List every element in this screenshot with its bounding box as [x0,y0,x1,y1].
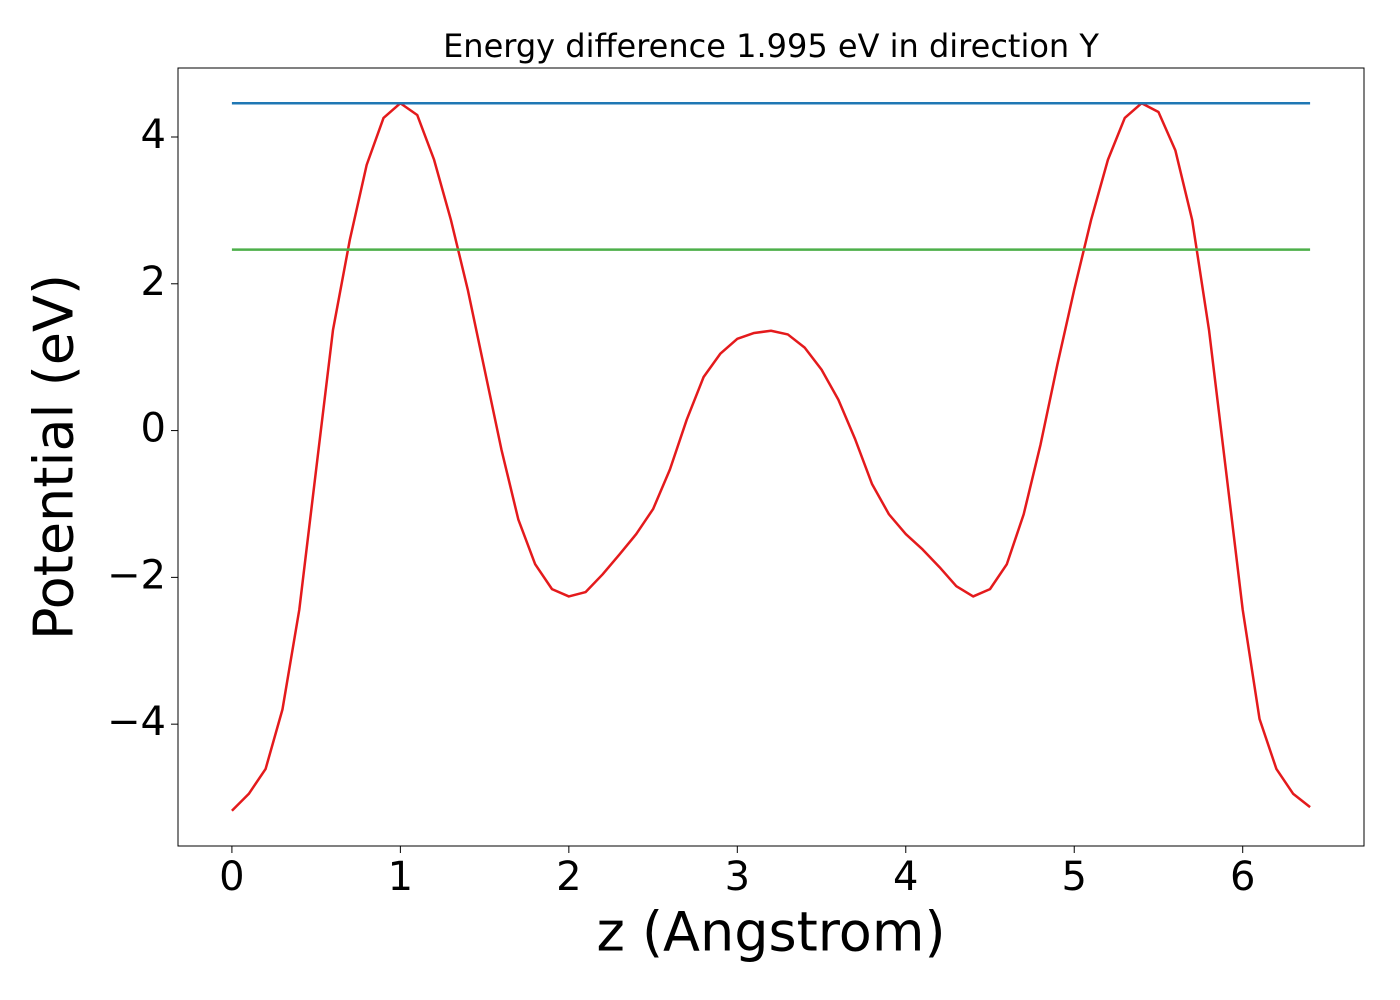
chart-title: Energy difference 1.995 eV in direction … [443,27,1099,65]
y-tick-label: 0 [141,406,166,452]
x-tick-label: 2 [556,854,581,900]
x-tick-label: 3 [725,854,750,900]
y-tick-label: 4 [141,112,166,158]
x-tick-label: 6 [1230,854,1255,900]
y-axis-label: Potential (eV) [23,274,86,640]
x-tick-label: 0 [219,854,244,900]
x-tick-label: 5 [1062,854,1087,900]
data-line [231,101,1311,812]
x-axis-label: z (Angstrom) [596,901,945,964]
y-tick-label: −4 [107,699,166,745]
y-tick-label: 2 [141,259,166,305]
plot-frame [177,67,1365,847]
y-tick-label: −2 [107,552,166,598]
x-tick-label: 1 [388,854,413,900]
x-tick-label: 4 [893,854,918,900]
